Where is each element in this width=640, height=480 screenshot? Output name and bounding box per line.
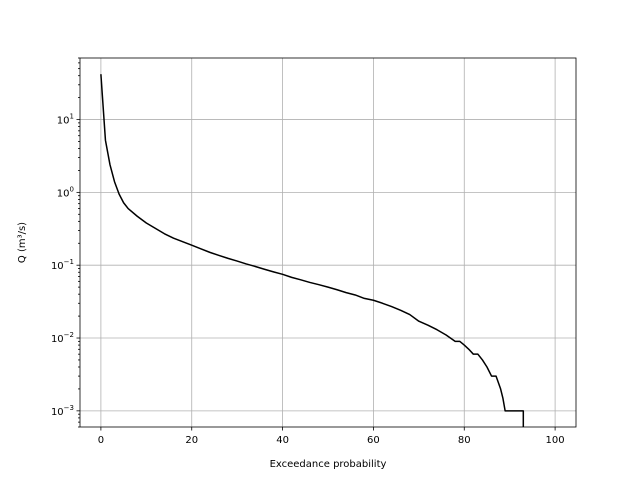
plot-background: [80, 58, 576, 427]
x-tick-label: 60: [367, 435, 380, 446]
x-tick-label: 80: [458, 435, 471, 446]
x-axis-label: Exceedance probability: [270, 459, 387, 470]
x-axis: 0 20 40 60 80 100: [98, 427, 565, 446]
y-tick-label: 101: [57, 113, 74, 127]
x-tick-label: 20: [185, 435, 198, 446]
y-tick-label: 10−3: [51, 404, 74, 418]
y-tick-label: 10−1: [51, 258, 74, 272]
x-tick-label: 40: [276, 435, 289, 446]
y-axis-label: Q (m³/s): [17, 222, 28, 263]
y-axis: 10−3 10−2 10−1 100 101: [51, 57, 80, 428]
x-tick-label: 100: [546, 435, 565, 446]
y-tick-label: 100: [57, 185, 74, 199]
x-tick-label: 0: [98, 435, 104, 446]
flow-duration-line: [100, 74, 525, 427]
grid: [80, 58, 576, 427]
y-tick-label: 10−2: [51, 331, 74, 345]
axes-frame: [79, 57, 577, 428]
series-layer: [100, 74, 525, 427]
